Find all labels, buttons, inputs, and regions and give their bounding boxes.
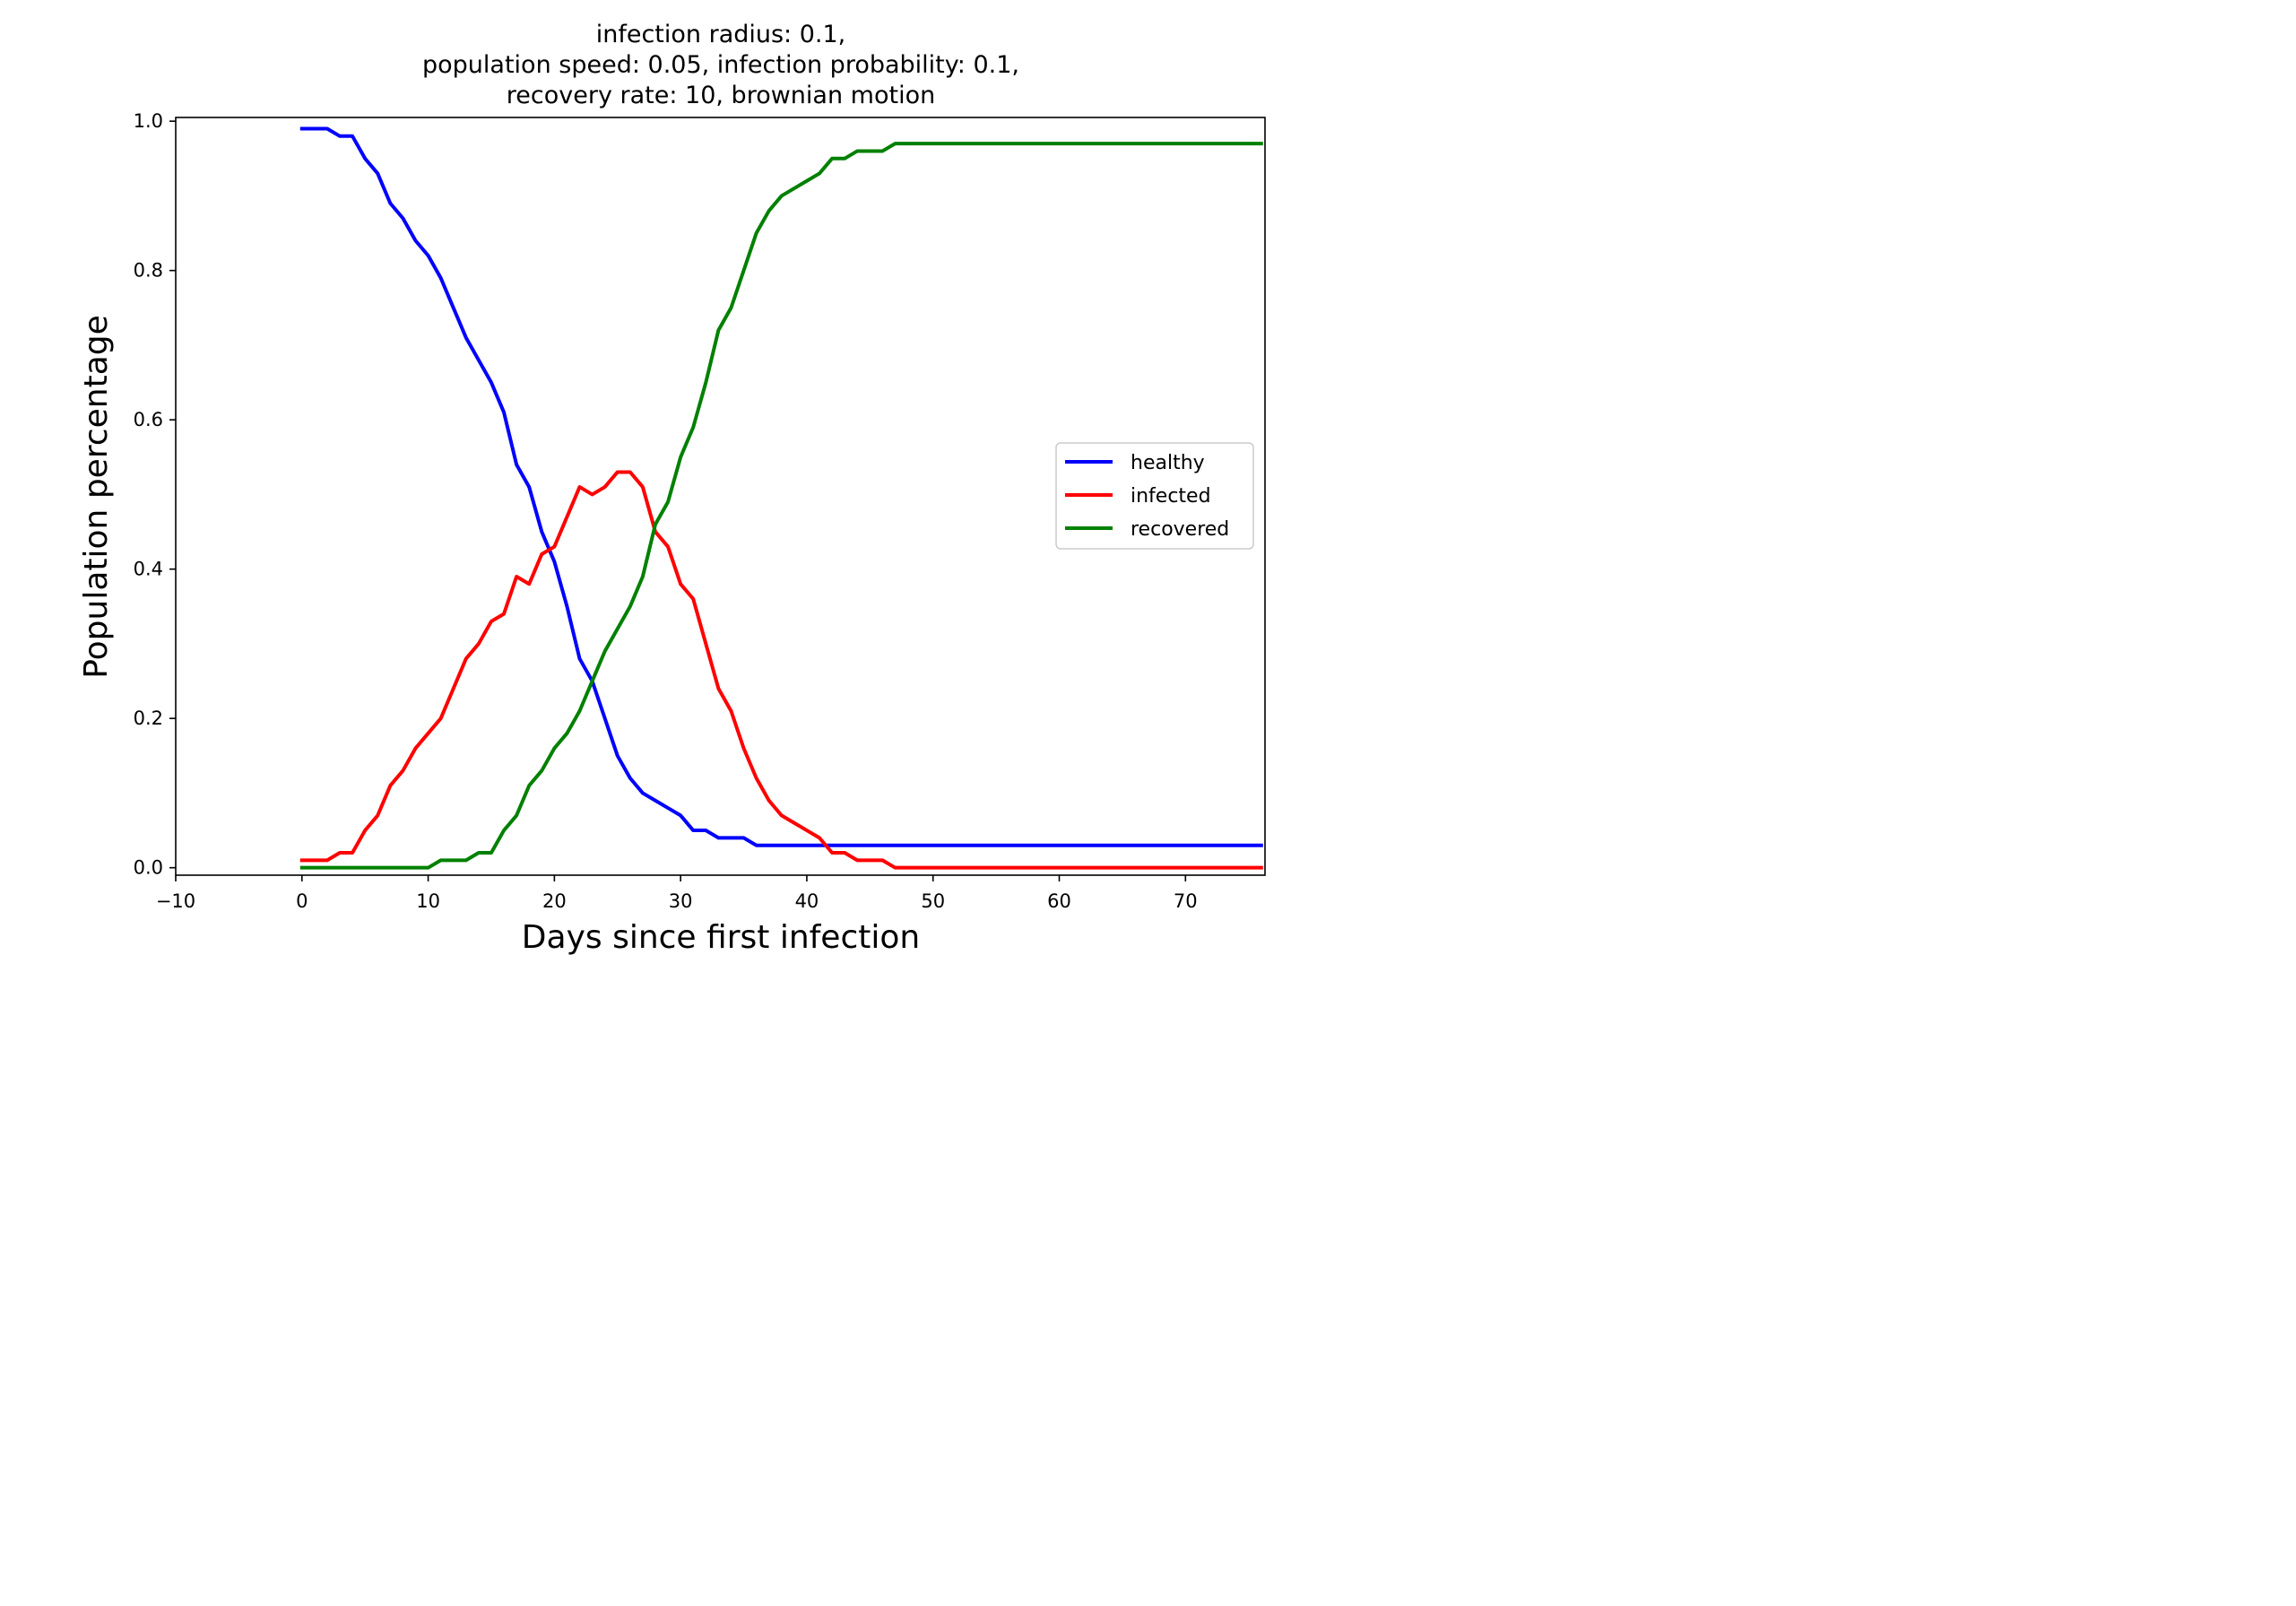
y-tick-label: 0.8 [134,260,163,282]
legend-box [1055,442,1254,550]
x-tick-label: 10 [416,890,440,912]
x-tick-label: 0 [296,890,308,912]
x-tick-label: −10 [156,890,195,912]
title-line-2: population speed: 0.05, infection probab… [422,51,1019,79]
y-tick-label: 0.6 [134,409,163,430]
x-tick-label: 60 [1047,890,1071,912]
x-axis-ticks: −10 0 10 20 30 40 50 60 70 [156,875,1198,912]
legend-label-infected: infected [1131,485,1211,508]
title-line-3: recovery rate: 10, brownian motion [507,82,935,109]
series-layer [299,126,1263,870]
series-line-infected [299,470,1263,870]
legend-label-recovered: recovered [1131,518,1229,541]
legend-entries: healthy infected recovered [1065,452,1229,541]
y-tick-label: 0.2 [134,708,163,729]
legend: healthy infected recovered [1055,442,1254,550]
x-tick-label: 20 [542,890,567,912]
series-line-recovered [299,142,1263,870]
series-line-healthy [299,126,1263,847]
title-line-1: infection radius: 0.1, [596,21,846,48]
y-axis-label: Population percentage [78,315,115,679]
y-tick-label: 0.0 [134,857,163,879]
x-tick-label: 30 [669,890,693,912]
y-tick-label: 0.4 [134,559,163,580]
y-tick-label: 1.0 [134,110,163,132]
chart: infection radius: 0.1, population speed:… [0,0,1384,968]
y-axis-ticks: 0.0 0.2 0.4 0.6 0.8 1.0 [134,110,176,879]
plot-frame [175,117,1266,876]
x-tick-label: 70 [1174,890,1198,912]
chart-title: infection radius: 0.1, population speed:… [422,21,1019,109]
x-tick-label: 50 [921,890,945,912]
legend-label-healthy: healthy [1131,452,1205,474]
x-axis-label: Days since first infection [522,919,920,956]
x-tick-label: 40 [795,890,819,912]
